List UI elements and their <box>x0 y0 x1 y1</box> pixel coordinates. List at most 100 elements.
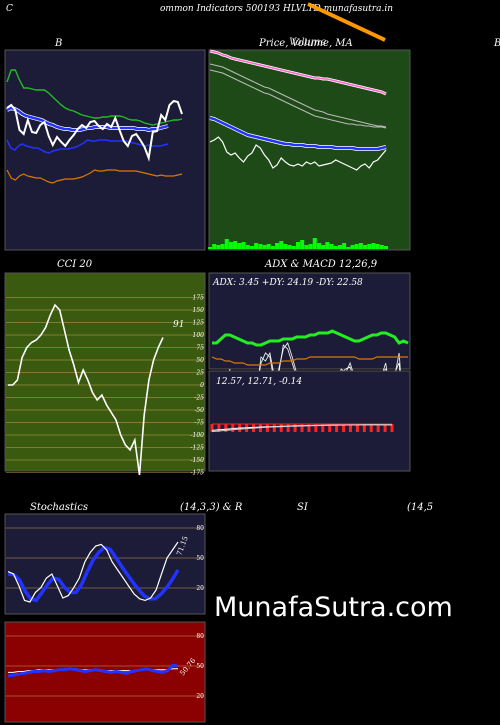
macd-histogram-bar <box>314 424 318 432</box>
cci-tick-label: 125 <box>193 320 205 327</box>
volume-bar <box>245 245 250 249</box>
cci-tick-label: 175 <box>193 295 205 302</box>
macd-signal-line <box>211 424 392 433</box>
macd-histogram-bar <box>279 424 283 432</box>
macd-histogram-bar <box>217 424 221 432</box>
volume-bar <box>212 244 217 249</box>
adx-orange-line <box>211 356 408 366</box>
bb-panel <box>4 49 206 251</box>
volume-bar <box>316 243 321 249</box>
cci-tick-label: 75 <box>196 345 204 352</box>
cci-tick-label: -75 <box>194 420 204 427</box>
volume-bar <box>367 244 372 249</box>
bb-middle-line <box>6 106 169 132</box>
cci-tick-label: -175 <box>191 470 205 477</box>
price-ma-grey-lower <box>209 69 387 129</box>
volume-bar <box>279 241 284 249</box>
macd-histogram-bar <box>362 424 366 432</box>
stoch-tick-label: 80 <box>196 525 204 532</box>
macd-lines-group <box>210 423 394 433</box>
macd-histogram-bar <box>286 424 290 432</box>
stoch-title-left: Stochastics <box>30 502 88 513</box>
volume-bar <box>249 246 254 249</box>
rsi-tick-label: 80 <box>196 633 204 640</box>
volume-bar <box>304 245 309 249</box>
volume-bar <box>254 243 259 249</box>
price-ma-grey-upper <box>209 63 387 128</box>
macd-histogram-bar <box>265 424 269 432</box>
volume-bar <box>266 244 271 249</box>
volume-bar <box>333 246 338 249</box>
volume-bar <box>325 242 330 249</box>
macd-histogram-bar <box>355 424 359 432</box>
macd-histogram-bar <box>348 424 352 432</box>
volume-bar <box>321 245 326 249</box>
macd-histogram-bar <box>328 424 332 432</box>
volume-bar <box>291 246 296 249</box>
macd-histogram-bar <box>210 424 214 432</box>
volume-bar <box>384 246 388 249</box>
cci-panel <box>4 272 206 472</box>
cci-tick-label: -100 <box>191 432 205 439</box>
volume-bar <box>275 243 280 249</box>
volume-bar <box>228 242 233 249</box>
price-line <box>209 136 387 171</box>
header-orange-line <box>307 2 386 42</box>
volume-bar <box>262 245 267 249</box>
macd-histogram-bar <box>376 424 380 432</box>
volume-bar <box>237 243 242 249</box>
cci-tick-label: -125 <box>191 445 205 452</box>
stoch-lines-group <box>7 541 180 603</box>
bb-lower-band-line <box>6 139 169 154</box>
cci-tick-label: 0 <box>200 382 204 389</box>
macd-histogram-bar <box>224 424 228 432</box>
bb-lower-line <box>6 169 183 184</box>
rsi-line <box>7 663 179 678</box>
adx-line <box>212 329 409 347</box>
right-edge-char: B <box>493 38 500 49</box>
rsi-tick-label: 20 <box>196 693 204 700</box>
macd-histogram-bar <box>300 424 304 432</box>
volume-bar <box>241 242 246 249</box>
bb-price-line <box>6 99 183 162</box>
rsi-title-mid: SI <box>297 502 309 513</box>
header-title: ommon Indicators 500193 HLVLTD munafasut… <box>160 4 393 14</box>
rsi-title-right: (14,5 <box>407 502 433 513</box>
volume-bar <box>346 247 351 249</box>
header-left-char: C <box>6 4 13 14</box>
cci-last-value: 91 <box>173 320 184 330</box>
volume-bar <box>375 244 380 249</box>
macd-histogram-bar <box>342 424 346 432</box>
volume-bar <box>300 240 305 249</box>
volume-bar <box>371 243 376 249</box>
price-ma-blue <box>209 116 387 151</box>
volume-bar <box>308 244 313 249</box>
stoch-title-right: (14,3,3) & R <box>180 502 243 513</box>
volume-bar <box>358 243 363 249</box>
macd-histogram-bar <box>383 424 387 432</box>
macd-histogram-bar <box>307 424 311 432</box>
rsi-grid: 80 50 20 <box>6 633 204 700</box>
bb-lines-group <box>6 69 183 184</box>
bb-upper-line <box>6 69 183 126</box>
stoch-fast-line <box>7 541 179 603</box>
volume-bar <box>363 245 368 249</box>
volume-bar <box>342 243 347 249</box>
volume-bar <box>283 244 288 249</box>
volume-bar <box>208 247 212 249</box>
volume-bar <box>233 241 238 249</box>
cci-tick-label: 100 <box>193 332 205 339</box>
cci-lines-group <box>8 303 164 476</box>
volume-bar <box>216 245 221 249</box>
adx-panel <box>208 272 411 370</box>
macd-panel <box>208 370 411 472</box>
rsi-tick-label: 50 <box>196 663 204 670</box>
cci-tick-label: 150 <box>193 307 205 314</box>
volume-bar <box>287 245 292 249</box>
adx-title: ADX & MACD 12,26,9 <box>264 259 378 270</box>
cci-tick-label: -50 <box>194 407 204 414</box>
volume-bar <box>379 245 384 249</box>
cci-tick-label: -25 <box>194 395 204 402</box>
price-title: Price, Volume, MA <box>258 38 353 49</box>
